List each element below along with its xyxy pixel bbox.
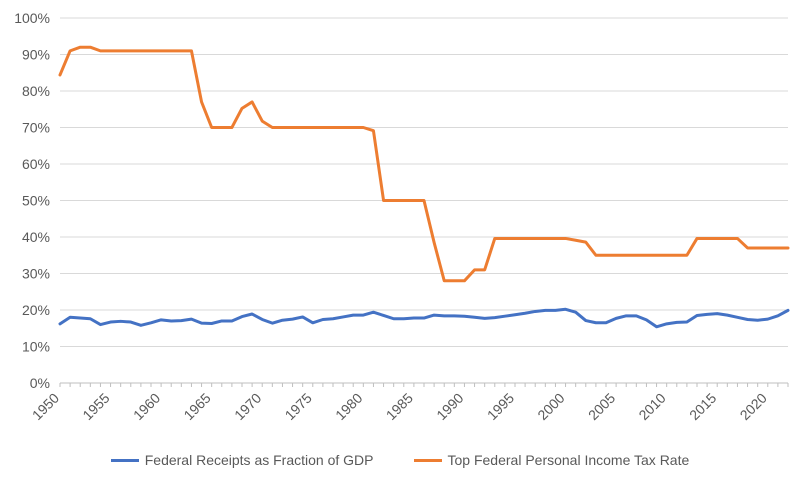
series-line-1 [58,45,790,283]
x-tick-label: 1955 [79,390,112,423]
legend-label-tax-rate: Top Federal Personal Income Tax Rate [447,452,690,468]
line-chart: 0%10%20%30%40%50%60%70%80%90%100% 1950 19… [14,10,790,423]
legend-item-receipts: Federal Receipts as Fraction of GDP [110,452,374,468]
x-axis-tick-labels: 1950 1955 1960 1965 1970 1975 1980 1985 1990 1995… [29,390,770,423]
x-tick-label: 1950 [29,390,62,423]
x-tick-label: 2010 [635,390,668,423]
x-tick-label: 1970 [231,390,264,423]
y-tick-label: 100% [14,10,50,26]
x-tick-label: 1980 [332,390,365,423]
x-tick-label: 2005 [585,390,618,423]
y-tick-label: 80% [22,83,50,99]
series-line-0 [58,307,790,329]
y-tick-label: 20% [22,302,50,318]
x-tick-label: 2020 [737,390,770,423]
x-tick-label: 1965 [180,390,213,423]
x-tick-label: 1960 [130,390,163,423]
series-lines [58,45,790,329]
legend-item-tax-rate: Top Federal Personal Income Tax Rate [413,452,690,468]
legend: Federal Receipts as Fraction of GDP Top … [0,448,800,472]
y-tick-label: 10% [22,339,50,355]
y-tick-label: 50% [22,193,50,209]
x-tick-label: 1990 [433,390,466,423]
x-tick-label: 1975 [282,390,315,423]
legend-label-receipts: Federal Receipts as Fraction of GDP [144,452,374,468]
legend-swatch-receipts [110,458,139,462]
y-tick-label: 70% [22,120,50,136]
x-tick-label: 2000 [534,390,567,423]
x-tick-label: 1995 [484,390,517,423]
x-tick-label: 2015 [686,390,719,423]
y-tick-label: 40% [22,229,50,245]
x-axis [59,383,789,387]
y-tick-label: 90% [22,47,50,63]
x-tick-label: 1985 [383,390,416,423]
legend-swatch-tax-rate [413,458,442,462]
y-tick-label: 60% [22,156,50,172]
y-tick-label: 30% [22,266,50,282]
y-axis-tick-labels: 0% 10% 20% 30% 40% 50% 60% 70% 80% 90% 100% [14,10,50,391]
y-tick-label: 0% [30,375,50,391]
